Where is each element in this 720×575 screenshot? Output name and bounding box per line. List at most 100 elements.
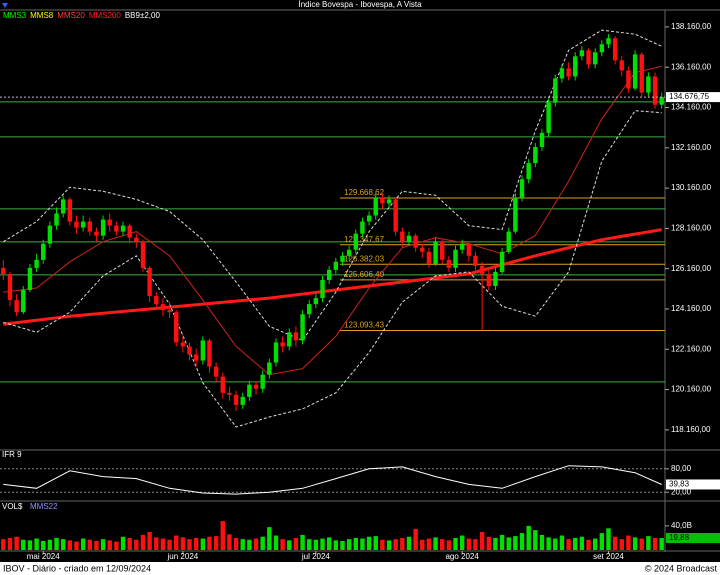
candle-body [293,332,299,341]
volume-bar [373,536,378,550]
candle-body [74,221,79,228]
candle-body [553,78,558,103]
panel-title: IFR 9 [2,450,22,459]
volume-bar [479,531,485,550]
volume-bar [652,537,658,550]
candle-body [247,384,252,397]
volume-bar [220,521,225,550]
volume-bar [573,537,578,550]
volume-bar [539,534,545,550]
volume-bar [380,539,385,550]
volume-bar [553,538,558,550]
candle-body [100,219,106,236]
volume-bar [400,537,405,550]
candle-body [592,52,598,65]
y-tick-label: 138.160,00 [671,22,712,31]
volume-bar [227,534,232,550]
volume-bar [267,527,272,550]
candle-body [27,267,33,291]
volume-bar [154,537,159,550]
level-label: 126.382,03 [344,254,385,263]
candle-body [446,259,452,268]
volume-bar [626,535,631,550]
candle-body [380,197,385,204]
candle-body [513,197,518,232]
candle-body [47,225,53,244]
x-tick-label: mai 2024 [27,552,60,561]
line-series [3,228,662,326]
level-label: 123.093,43 [344,321,385,330]
footer-left: IBOV - Diário - criado em 12/09/2024 [3,563,151,573]
volume-bar [127,537,132,550]
volume-bar [393,539,398,550]
candle-body [632,54,638,89]
candle-body [134,237,139,242]
candle-body [14,300,19,313]
candle-body [41,243,46,260]
volume-bar [160,538,166,550]
volume-bar [47,539,53,550]
candle-body [114,225,119,232]
volume-bar [147,531,152,550]
candle-body [227,392,232,395]
candle-body [7,273,13,301]
volume-bar [273,535,279,550]
volume-bar [167,539,172,550]
candle-body [639,54,644,93]
volume-bar [233,537,239,550]
candle-body [94,231,99,236]
volume-bar [599,533,605,550]
candle-body [373,197,378,216]
candle-body [533,146,538,164]
legend-label: MMS22 [30,502,58,511]
legend-label: MMS3 [3,11,27,20]
volume-bar [360,538,365,550]
y-tick-label: 124.160,00 [671,304,712,313]
candle-body [1,267,6,274]
candle-body [573,56,578,77]
volume-bar [94,540,99,550]
menu-arrow[interactable] [2,3,8,8]
candle-body [506,231,511,252]
volume-bar [134,539,139,550]
y-tick-label: 20,00 [671,487,692,496]
volume-bar [293,537,299,550]
candle-body [606,38,611,45]
value-tag [666,92,720,103]
y-tick-label: 136.160,00 [671,62,712,71]
candle-body [473,255,478,266]
volume-bar [426,538,432,550]
line-series [3,29,662,342]
candle-body [240,396,245,405]
candle-body [280,342,285,347]
candle-body [180,342,186,347]
volume-bar [486,536,491,550]
volume-bar [67,540,73,550]
volume-bar [320,538,325,550]
chart-title: Índice Bovespa - Ibovespa, A Vista [298,0,422,9]
y-tick-label: 132.160,00 [671,143,712,152]
volume-bar [100,539,106,550]
volume-bar [406,536,412,550]
volume-bar [260,536,265,550]
y-tick-label: 118.160,00 [671,425,711,434]
volume-bar [606,528,611,550]
y-tick-label: 40,0B [671,521,692,530]
legend-label: MMS200 [89,11,122,20]
volume-bar [87,539,92,550]
candle-body [626,70,631,89]
candle-body [353,233,358,250]
volume-bar [80,538,86,550]
candle-body [213,366,219,377]
candle-body [220,376,225,393]
volume-bar [533,530,538,550]
volume-bar [346,539,352,550]
candle-body [174,312,179,343]
volume-bar [459,535,465,550]
candle-body [612,38,618,61]
volume-bar [526,525,531,550]
candle-body [21,290,26,313]
volume-bar [340,540,345,550]
